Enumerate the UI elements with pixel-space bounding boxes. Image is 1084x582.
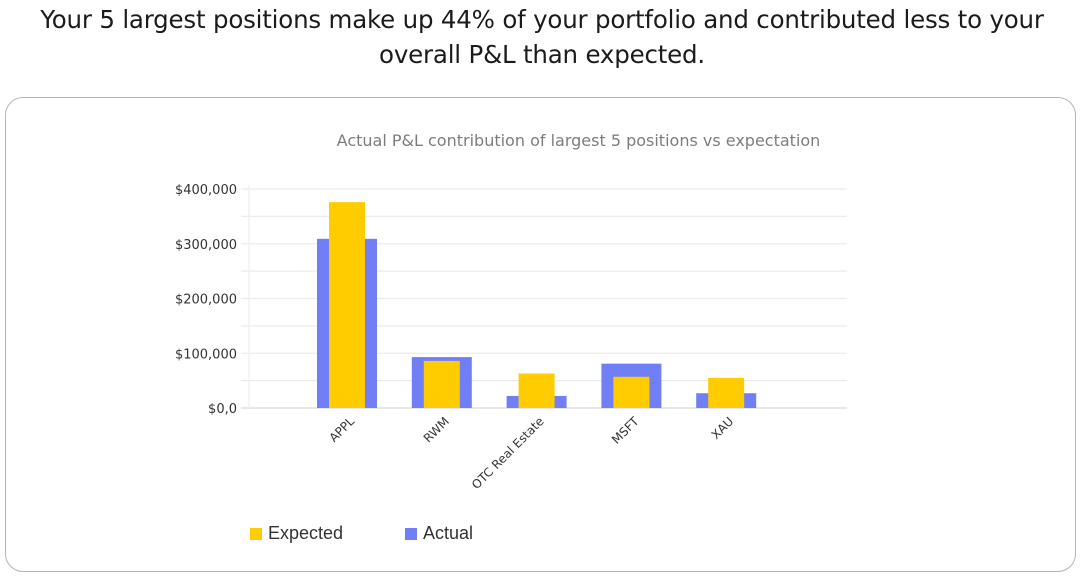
chart-title: Actual P&L contribution of largest 5 pos… [336, 131, 821, 150]
x-tick-label: MSFT [609, 414, 642, 447]
legend-swatch-expected [250, 527, 262, 540]
legend-label-actual: Actual [423, 523, 474, 543]
x-tick-label: APPL [326, 414, 357, 445]
legend-swatch-actual [405, 527, 417, 540]
y-tick-label: $100,000 [175, 347, 237, 362]
x-tick-label: OTC Real Estate [469, 414, 547, 492]
bar-expected-appl [329, 202, 365, 408]
chart-card [5, 97, 1076, 572]
y-axis: $0,0 $100,000 $200,000 $300,000 $400,000 [175, 183, 237, 417]
bars [317, 202, 757, 408]
legend-label-expected: Expected [268, 523, 344, 543]
bar-expected-otc-real-estate [518, 373, 555, 408]
legend-item-expected: Expected [250, 523, 343, 544]
headline-line-2: overall P&L than expected. [379, 40, 705, 69]
bar-expected-msft [613, 376, 650, 408]
y-tick-label: $0,0 [208, 402, 237, 417]
y-tick-label: $200,000 [175, 293, 237, 308]
x-tick-label: XAU [709, 414, 737, 442]
headline: Your 5 largest positions make up 44% of … [0, 2, 1084, 72]
x-tick-label: RWM [421, 414, 452, 445]
legend-item-actual: Actual [405, 523, 473, 544]
x-axis-labels: APPL RWM OTC Real Estate MSFT XAU [326, 414, 736, 492]
bar-expected-xau [708, 377, 745, 408]
bar-expected-rwm [423, 360, 460, 408]
headline-line-1: Your 5 largest positions make up 44% of … [40, 5, 1044, 34]
y-tick-label: $300,000 [175, 238, 237, 253]
y-tick-label: $400,000 [175, 183, 237, 198]
